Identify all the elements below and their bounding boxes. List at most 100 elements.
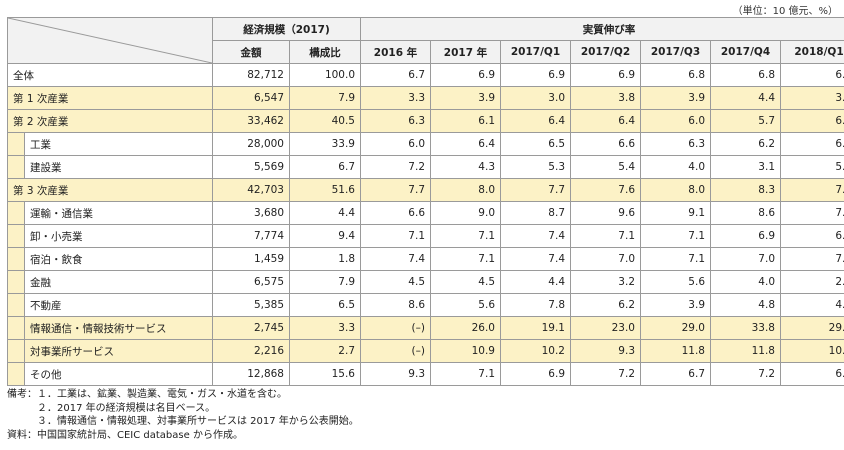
row-label: 金融 (24, 270, 213, 294)
cell-value: 4.5 (430, 270, 501, 294)
cell-value: 6,547 (212, 86, 290, 110)
cell-value: 100.0 (289, 63, 361, 87)
cell-value: 6.9 (710, 224, 781, 248)
cell-value: 7.1 (779, 247, 844, 271)
cell-value: 3.2 (570, 270, 641, 294)
header-growth-group: 実質伸び率 (359, 17, 844, 41)
cell-value: (–) (360, 339, 431, 363)
cell-value: 7.1 (360, 224, 431, 248)
cell-value: 7.2 (360, 155, 431, 179)
cell-value: 6.3 (640, 132, 711, 156)
row-label: 工業 (24, 132, 213, 156)
cell-value: 3.9 (640, 293, 711, 317)
cell-value: 9.3 (570, 339, 641, 363)
footnotes: 備考：１．工業は、鉱業、製造業、電気・ガス・水道を含む。 ２．2017 年の経済… (7, 388, 359, 442)
cell-value: 51.6 (289, 178, 361, 202)
cell-value: 6.0 (360, 132, 431, 156)
cell-value: 11.8 (640, 339, 711, 363)
indent-spacer (7, 362, 25, 386)
cell-value: 42,703 (212, 178, 290, 202)
cell-value: 8.6 (360, 293, 431, 317)
cell-value: 8.0 (640, 178, 711, 202)
cell-value: 15.6 (289, 362, 361, 386)
cell-value: 82,712 (212, 63, 290, 87)
row-label: 第 2 次産業 (7, 109, 213, 133)
cell-value: 4.3 (430, 155, 501, 179)
cell-value: 5,569 (212, 155, 290, 179)
cell-value: 7.1 (640, 247, 711, 271)
indent-spacer (7, 247, 25, 271)
cell-value: 9.3 (360, 362, 431, 386)
cell-value: 7.7 (360, 178, 431, 202)
cell-value: 28,000 (212, 132, 290, 156)
indent-spacer (7, 201, 25, 225)
cell-value: 6.8 (640, 63, 711, 87)
unit-note: （単位：10 億元、%） (732, 6, 838, 17)
cell-value: 4.4 (289, 201, 361, 225)
col-header: 構成比 (289, 40, 361, 64)
col-header: 2016 年 (360, 40, 431, 64)
cell-value: 6.6 (360, 201, 431, 225)
row-label: 卸・小売業 (24, 224, 213, 248)
cell-value: 7.0 (570, 247, 641, 271)
indent-spacer (7, 132, 25, 156)
cell-value: 3.9 (430, 86, 501, 110)
row-label: 不動産 (24, 293, 213, 317)
cell-value: 5.7 (710, 109, 781, 133)
cell-value: 9.6 (570, 201, 641, 225)
cell-value: 33.8 (710, 316, 781, 340)
col-header: 金額 (212, 40, 290, 64)
cell-value: 3.8 (570, 86, 641, 110)
cell-value: 5.6 (430, 293, 501, 317)
economy-table: 経済規模（2017) 実質伸び率 金額 構成比 2016 年 2017 年 20… (7, 17, 844, 386)
indent-spacer (7, 270, 25, 294)
cell-value: 6.0 (640, 109, 711, 133)
col-header: 2017 年 (430, 40, 501, 64)
cell-value: 7.1 (430, 362, 501, 386)
footnote: ２．2017 年の経済規模は名目ベース。 (7, 402, 216, 414)
col-header: 2017/Q1 (500, 40, 571, 64)
row-label: 第 3 次産業 (7, 178, 213, 202)
cell-value: 6.3 (360, 109, 431, 133)
cell-value: 5,385 (212, 293, 290, 317)
table-row: 情報通信・情報技術サービス 2,745 3.3 (–) 26.0 19.1 23.0 29.0… (7, 316, 844, 340)
row-label: 情報通信・情報技術サービス (24, 316, 213, 340)
row-label: 第 1 次産業 (7, 86, 213, 110)
cell-value: 7.7 (779, 201, 844, 225)
cell-value: (–) (360, 316, 431, 340)
cell-value: 6.3 (779, 109, 844, 133)
cell-value: 6.2 (710, 132, 781, 156)
cell-value: 9.1 (640, 201, 711, 225)
cell-value: 5.4 (779, 155, 844, 179)
col-header: 2017/Q3 (640, 40, 711, 64)
cell-value: 26.0 (430, 316, 501, 340)
cell-value: 8.6 (710, 201, 781, 225)
row-label: その他 (24, 362, 213, 386)
cell-value: 6.5 (289, 293, 361, 317)
cell-value: 3,680 (212, 201, 290, 225)
row-label: 全体 (7, 63, 213, 87)
row-label: 宿泊・飲食 (24, 247, 213, 271)
cell-value: 29.0 (640, 316, 711, 340)
cell-value: 10.2 (500, 339, 571, 363)
cell-value: 6.4 (570, 109, 641, 133)
cell-value: 3.1 (710, 155, 781, 179)
cell-value: 6.8 (779, 224, 844, 248)
footnote: ３．情報通信・情報処理、対事業所サービスは 2017 年から公表開始。 (7, 416, 359, 427)
indent-spacer (7, 293, 25, 317)
cell-value: 6.9 (430, 63, 501, 87)
cell-value: 19.1 (500, 316, 571, 340)
cell-value: 7.1 (570, 224, 641, 248)
cell-value: 4.9 (779, 293, 844, 317)
cell-value: 5.4 (570, 155, 641, 179)
cell-value: 1,459 (212, 247, 290, 271)
cell-value: 12,868 (212, 362, 290, 386)
cell-value: 7.5 (779, 178, 844, 202)
cell-value: 2.7 (289, 339, 361, 363)
